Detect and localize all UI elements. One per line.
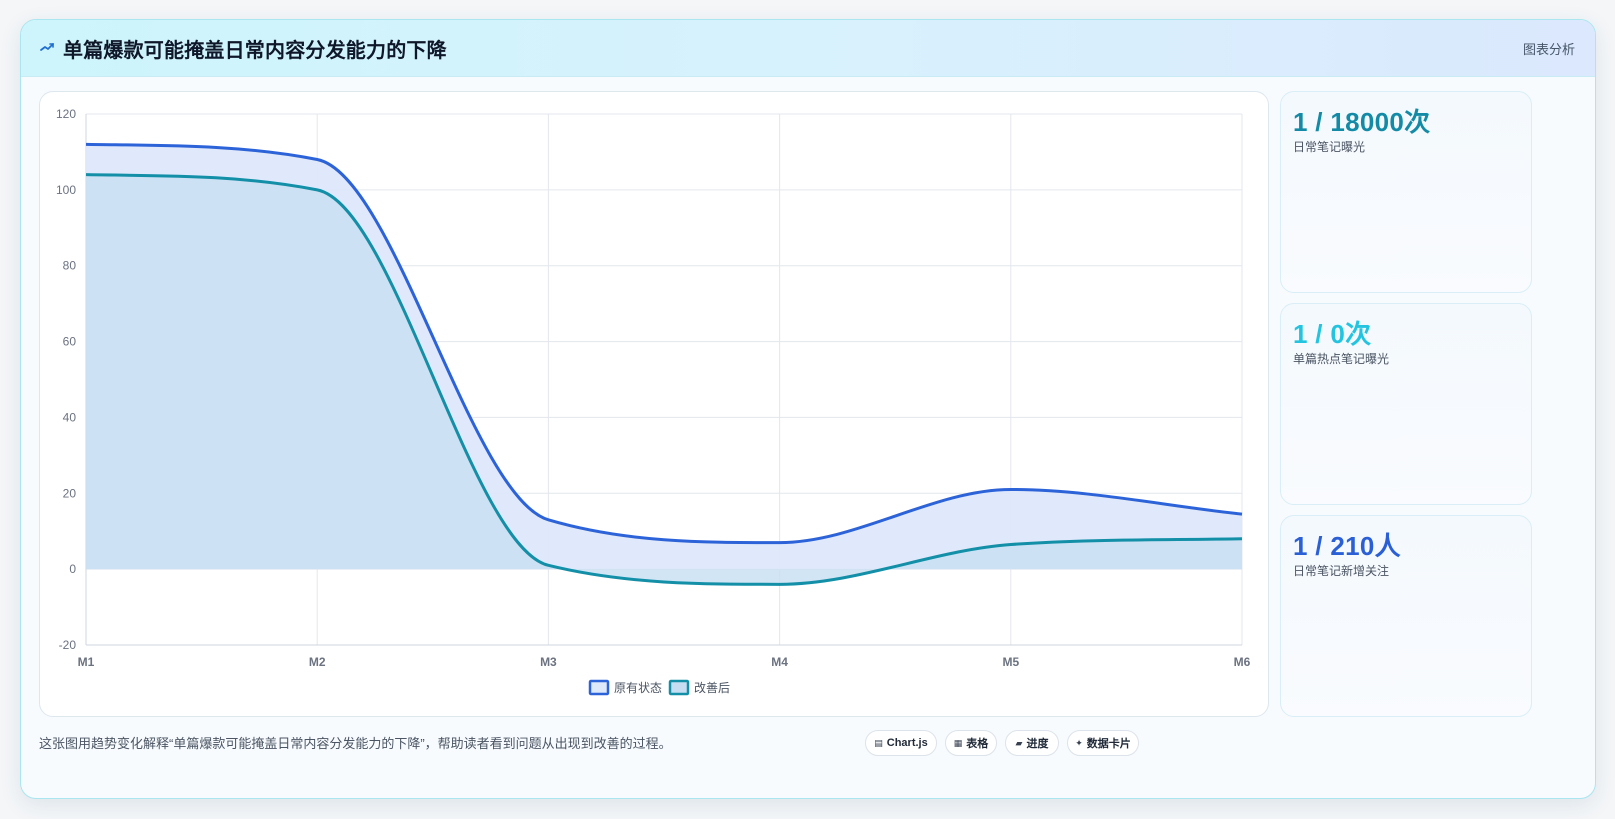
chip-progress[interactable]: ▰ 进度 <box>1005 730 1059 756</box>
series-area-2 <box>86 174 1242 585</box>
chip-data-card[interactable]: ✦ 数据卡片 <box>1067 730 1139 756</box>
stat-value: 1 / 0次 <box>1293 319 1372 349</box>
x-tick-label: M2 <box>309 655 326 669</box>
legend-label: 改善后 <box>694 680 730 695</box>
chart-analysis-tag: 图表分析 <box>1522 42 1575 57</box>
stat-card-hot-note-exposure: 1 / 0次 单篇热点笔记曝光 <box>1280 303 1532 505</box>
chart-icon: ▤ <box>874 737 883 748</box>
stat-value: 1 / 210人 <box>1293 531 1401 561</box>
area-line-chart: -20 0 20 40 60 80 100 120 M1 M2 M3 M4 M5 M6 原有状态 改善后 <box>56 107 1251 696</box>
chart-panel: -20 0 20 40 60 80 100 120 M1 M2 M3 M4 M5 M6 原有状态 改善后 <box>39 91 1269 717</box>
x-tick-label: M1 <box>78 655 95 669</box>
sparkle-icon: ✦ <box>1075 737 1083 748</box>
y-tick-label: 40 <box>63 410 77 424</box>
y-tick-label: 80 <box>63 259 77 273</box>
chip-chartjs[interactable]: ▤ Chart.js <box>865 730 937 756</box>
trend-line-icon <box>40 43 54 51</box>
x-tick-label: M5 <box>1002 655 1019 669</box>
y-tick-label: 20 <box>63 486 77 500</box>
x-tick-label: M6 <box>1234 655 1251 669</box>
legend-item-2: 改善后 <box>668 679 730 696</box>
chart-description: 这张图用趋势变化解释“单篇爆款可能掩盖日常内容分发能力的下降”，帮助读者看到问题… <box>39 736 672 751</box>
legend-swatch <box>588 679 610 696</box>
table-icon: ▦ <box>953 737 963 748</box>
progress-icon: ▰ <box>1015 737 1023 748</box>
page-title: 单篇爆款可能掩盖日常内容分发能力的下降 <box>63 40 447 62</box>
x-tick-label: M3 <box>540 655 557 669</box>
chart-card: 单篇爆款可能掩盖日常内容分发能力的下降 图表分析 -20 0 20 40 60 80 100… <box>20 19 1596 799</box>
legend-label: 原有状态 <box>614 681 662 695</box>
stat-label: 日常笔记新增关注 <box>1293 564 1390 578</box>
stat-label: 单篇热点笔记曝光 <box>1293 352 1390 366</box>
legend-item-1: 原有状态 <box>588 679 662 696</box>
y-tick-label: 120 <box>56 107 76 121</box>
card-header: 单篇爆款可能掩盖日常内容分发能力的下降 图表分析 <box>21 20 1595 77</box>
stat-card-new-followers: 1 / 210人 日常笔记新增关注 <box>1280 515 1532 717</box>
chip-table[interactable]: ▦ 表格 <box>945 730 997 756</box>
chip-label: 表格 <box>966 738 989 750</box>
y-tick-label: 100 <box>56 183 76 197</box>
stat-card-daily-exposure: 1 / 18000次 日常笔记曝光 <box>1280 91 1532 293</box>
stat-label: 日常笔记曝光 <box>1293 140 1366 154</box>
chip-label: 数据卡片 <box>1086 738 1131 750</box>
x-tick-label: M4 <box>771 655 788 669</box>
stat-value: 1 / 18000次 <box>1293 107 1431 137</box>
series-line-1 <box>85 142 1243 545</box>
legend-swatch <box>668 679 690 696</box>
y-tick-label: 60 <box>63 335 77 349</box>
chip-label: Chart.js <box>886 737 928 749</box>
y-tick-label: 0 <box>69 562 76 576</box>
series-line-2 <box>85 173 1243 586</box>
chip-label: 进度 <box>1026 738 1049 750</box>
y-tick-label: -20 <box>59 638 77 652</box>
